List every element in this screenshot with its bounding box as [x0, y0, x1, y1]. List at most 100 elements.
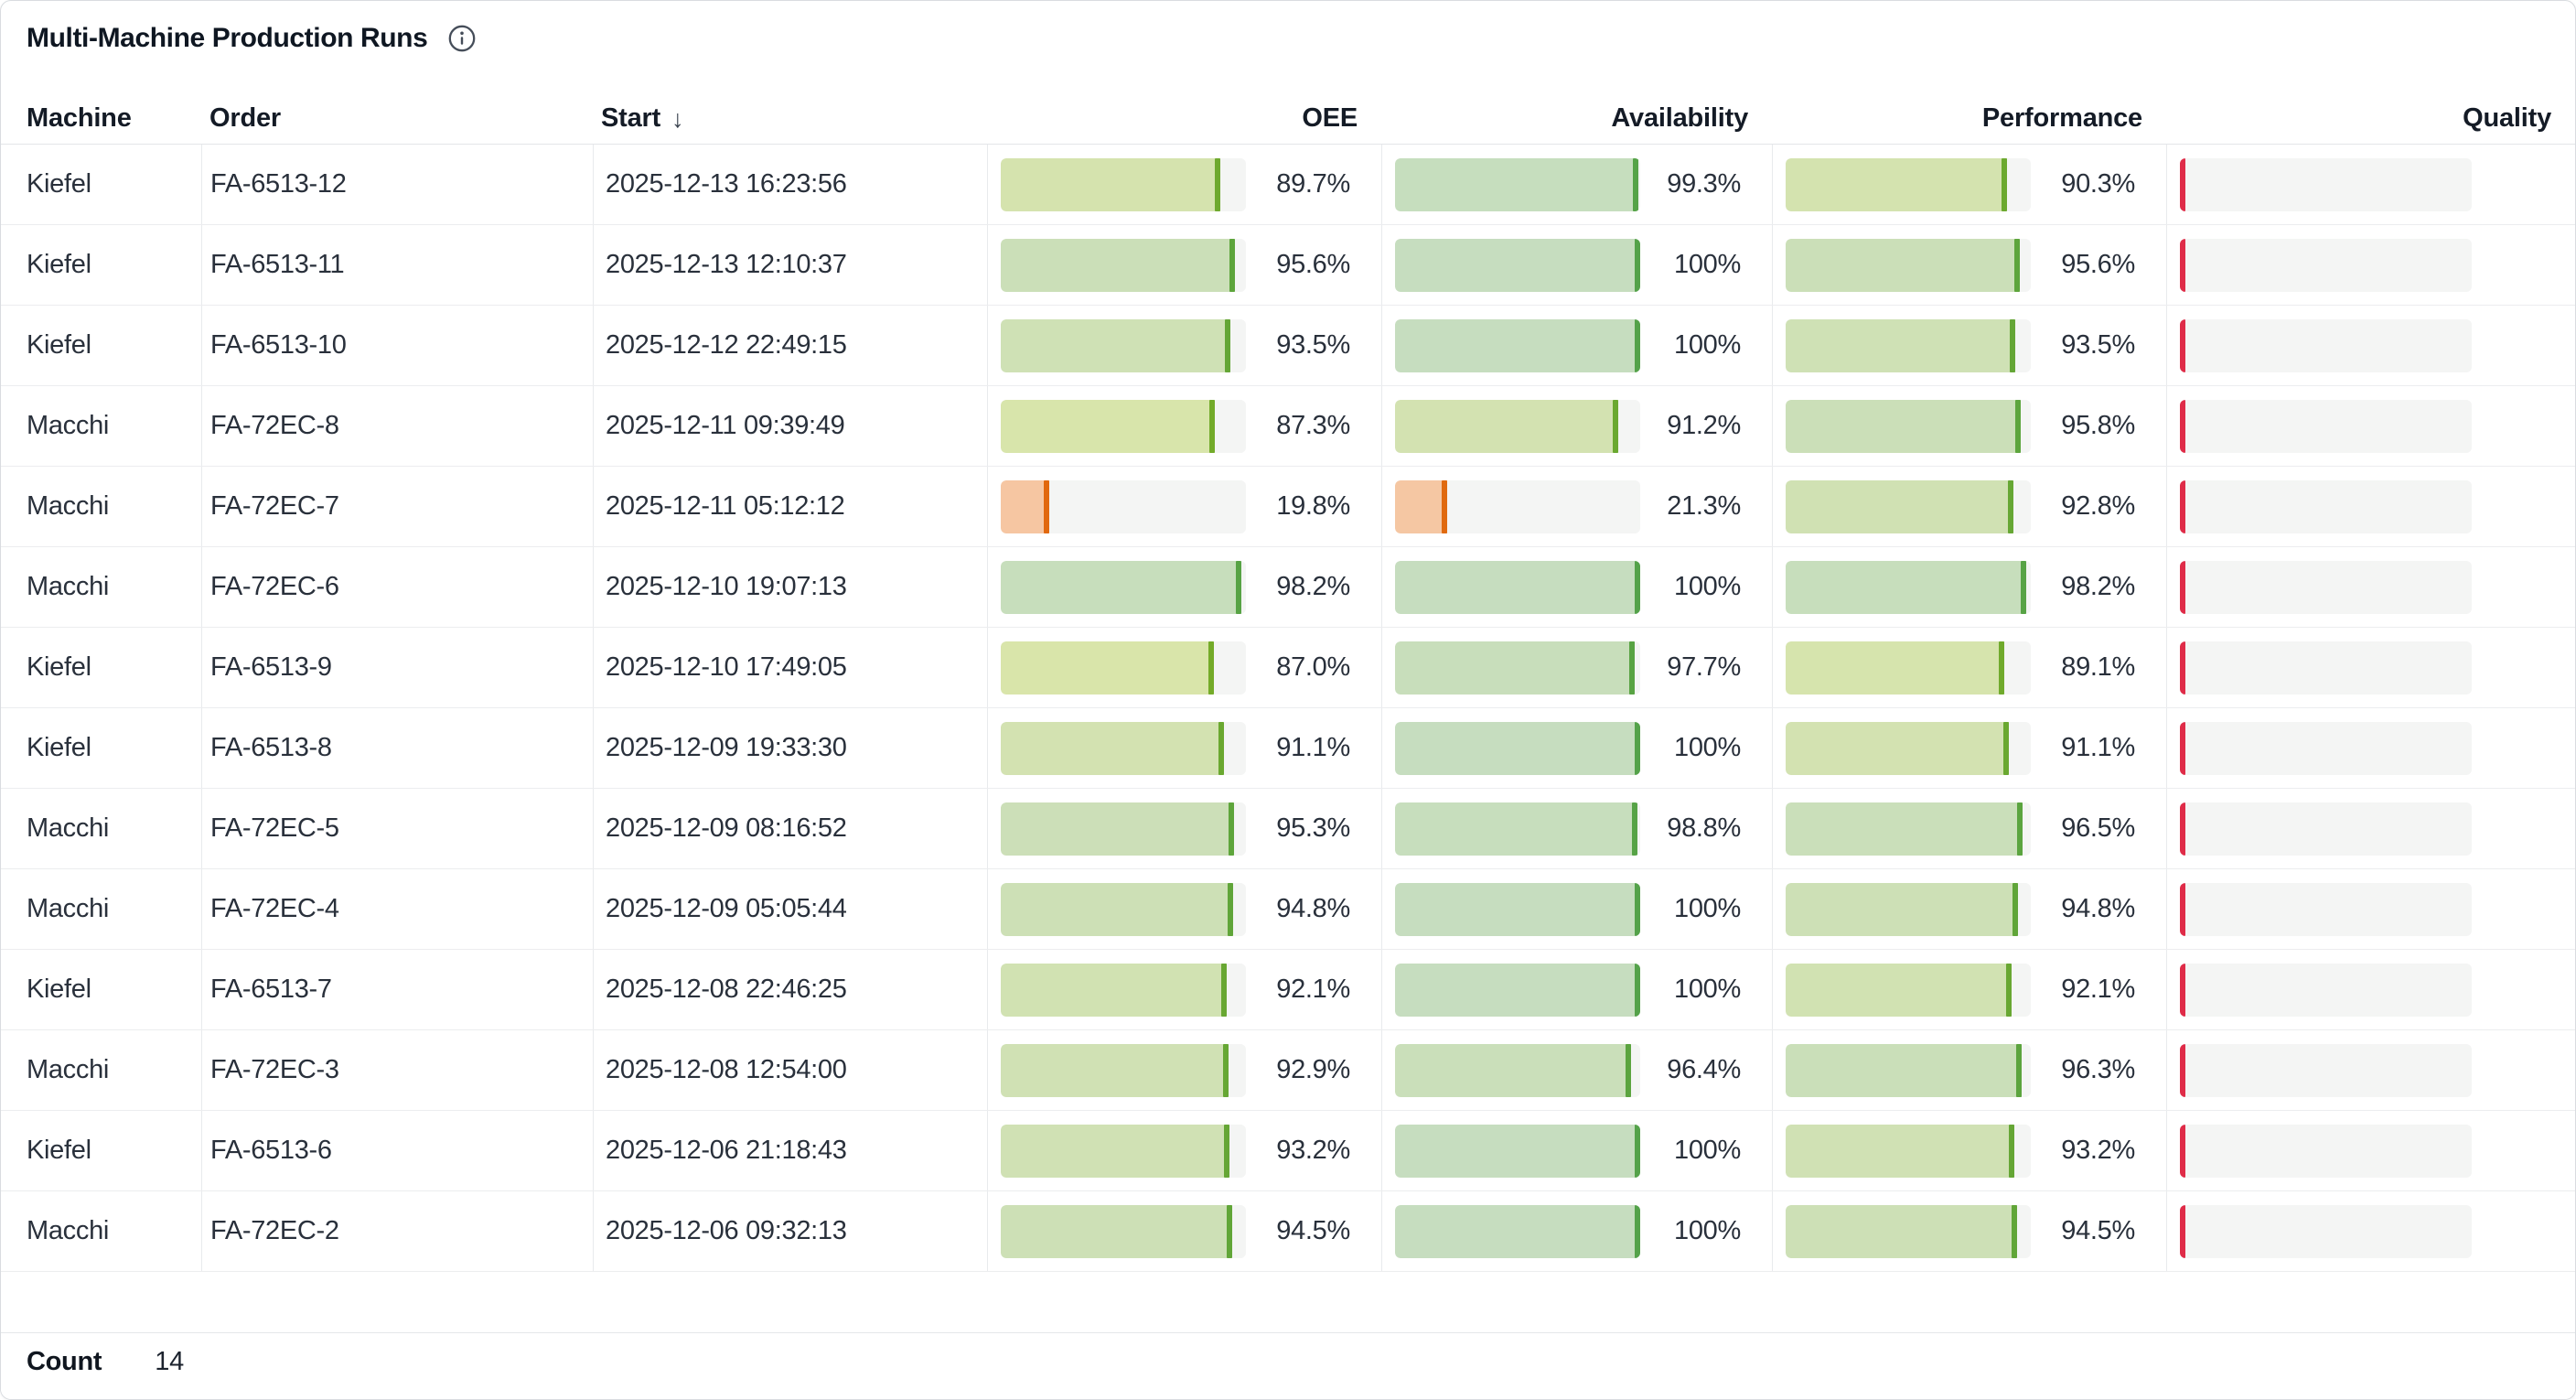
performance-bar-fill [1786, 238, 2021, 292]
table-row: Kiefel FA-6513-11 2025-12-13 12:10:37 95… [1, 225, 2575, 306]
oee-cell: 94.5% [987, 1191, 1381, 1271]
oee-bar-fill [1001, 399, 1215, 453]
machine-cell: Kiefel [27, 733, 91, 762]
availability-bar-fill [1395, 721, 1640, 775]
quality-cell [2166, 789, 2575, 868]
oee-bar-marker [1223, 1124, 1229, 1178]
availability-bar-track [1395, 1043, 1640, 1097]
quality-cell [2166, 1030, 2575, 1110]
column-header-availability[interactable]: Availability [1381, 103, 1772, 134]
oee-bar-marker [1220, 963, 1227, 1017]
oee-value: 98.2% [1276, 572, 1350, 601]
availability-cell: 100% [1381, 1111, 1772, 1190]
column-header-oee[interactable]: OEE [987, 103, 1381, 134]
machine-cell: Macchi [27, 813, 110, 843]
quality-bar-marker [2180, 1204, 2185, 1258]
start-cell: 2025-12-11 09:39:49 [606, 411, 845, 440]
availability-value: 98.8% [1667, 813, 1741, 843]
performance-cell: 96.5% [1772, 789, 2166, 868]
availability-bar-fill [1395, 157, 1639, 211]
performance-bar-fill [1786, 963, 2012, 1017]
performance-cell: 96.3% [1772, 1030, 2166, 1110]
performance-bar-marker [2003, 721, 2010, 775]
order-cell: FA-6513-6 [210, 1136, 332, 1165]
oee-value: 89.7% [1276, 169, 1350, 199]
performance-cell: 92.8% [1772, 467, 2166, 546]
availability-cell: 100% [1381, 1191, 1772, 1271]
start-cell: 2025-12-13 12:10:37 [606, 250, 847, 279]
page-title: Multi-Machine Production Runs [27, 23, 428, 53]
sort-desc-icon[interactable]: ↓ [671, 105, 684, 133]
column-label: Order [209, 103, 281, 133]
availability-bar-track [1395, 1204, 1640, 1258]
table-row: Kiefel FA-6513-9 2025-12-10 17:49:05 87.… [1, 628, 2575, 708]
availability-cell: 97.7% [1381, 628, 1772, 707]
quality-cell [2166, 628, 2575, 707]
performance-value: 96.5% [2061, 813, 2135, 843]
performance-cell: 92.1% [1772, 950, 2166, 1029]
quality-bar-track [2180, 479, 2472, 533]
availability-bar-track [1395, 479, 1640, 533]
quality-bar-track [2180, 802, 2472, 856]
order-cell: FA-72EC-8 [210, 411, 339, 440]
performance-cell: 90.3% [1772, 145, 2166, 224]
oee-bar-fill [1001, 882, 1234, 936]
availability-bar-fill [1395, 1124, 1640, 1178]
column-header-performance[interactable]: Performance [1772, 103, 2166, 134]
table-row: Macchi FA-72EC-3 2025-12-08 12:54:00 92.… [1, 1030, 2575, 1111]
order-cell: FA-6513-11 [210, 250, 345, 279]
column-header-quality[interactable]: Quality [2166, 103, 2575, 134]
oee-bar-fill [1001, 802, 1235, 856]
oee-cell: 92.9% [987, 1030, 1381, 1110]
card-header: Multi-Machine Production Runs [1, 1, 2575, 61]
performance-bar-track [1786, 238, 2031, 292]
availability-bar-marker [1628, 641, 1635, 695]
quality-bar-marker [2180, 318, 2185, 372]
availability-cell: 98.8% [1381, 789, 1772, 868]
table-row: Kiefel FA-6513-8 2025-12-09 19:33:30 91.… [1, 708, 2575, 789]
availability-cell: 100% [1381, 869, 1772, 949]
quality-bar-marker [2180, 963, 2185, 1017]
column-header-order[interactable]: Order [201, 103, 593, 134]
oee-bar-marker [1229, 802, 1235, 856]
oee-bar-track [1001, 399, 1246, 453]
quality-bar-track [2180, 963, 2472, 1017]
column-label: Quality [2463, 103, 2551, 133]
performance-bar-track [1786, 963, 2031, 1017]
machine-cell: Kiefel [27, 330, 91, 360]
machine-cell: Kiefel [27, 975, 91, 1004]
info-icon[interactable] [447, 24, 477, 53]
quality-bar-marker [2180, 157, 2185, 211]
oee-bar-marker [1222, 1043, 1229, 1097]
column-header-machine[interactable]: Machine [1, 103, 201, 134]
availability-value: 97.7% [1667, 652, 1741, 682]
order-cell: FA-72EC-5 [210, 813, 339, 843]
availability-value: 100% [1674, 975, 1741, 1004]
machine-cell: Macchi [27, 894, 110, 923]
machine-cell: Macchi [27, 411, 110, 440]
availability-value: 99.3% [1667, 169, 1741, 199]
order-cell: FA-6513-8 [210, 733, 332, 762]
availability-bar-fill [1395, 399, 1619, 453]
oee-cell: 98.2% [987, 547, 1381, 627]
column-header-start[interactable]: Start ↓ [593, 103, 987, 134]
table-row: Macchi FA-72EC-2 2025-12-06 09:32:13 94.… [1, 1191, 2575, 1272]
performance-value: 91.1% [2061, 733, 2135, 762]
start-cell: 2025-12-06 21:18:43 [606, 1136, 847, 1165]
oee-bar-marker [1218, 721, 1225, 775]
performance-bar-marker [1998, 641, 2004, 695]
oee-bar-fill [1001, 641, 1215, 695]
table-row: Kiefel FA-6513-10 2025-12-12 22:49:15 93… [1, 306, 2575, 386]
availability-cell: 100% [1381, 547, 1772, 627]
oee-cell: 92.1% [987, 950, 1381, 1029]
availability-bar-marker [1635, 1124, 1640, 1178]
oee-cell: 93.2% [987, 1111, 1381, 1190]
quality-cell [2166, 708, 2575, 788]
order-cell: FA-72EC-3 [210, 1055, 339, 1084]
oee-value: 93.5% [1276, 330, 1350, 360]
performance-bar-track [1786, 1043, 2031, 1097]
performance-bar-fill [1786, 318, 2015, 372]
order-cell: FA-72EC-2 [210, 1216, 339, 1245]
oee-cell: 95.3% [987, 789, 1381, 868]
oee-cell: 94.8% [987, 869, 1381, 949]
